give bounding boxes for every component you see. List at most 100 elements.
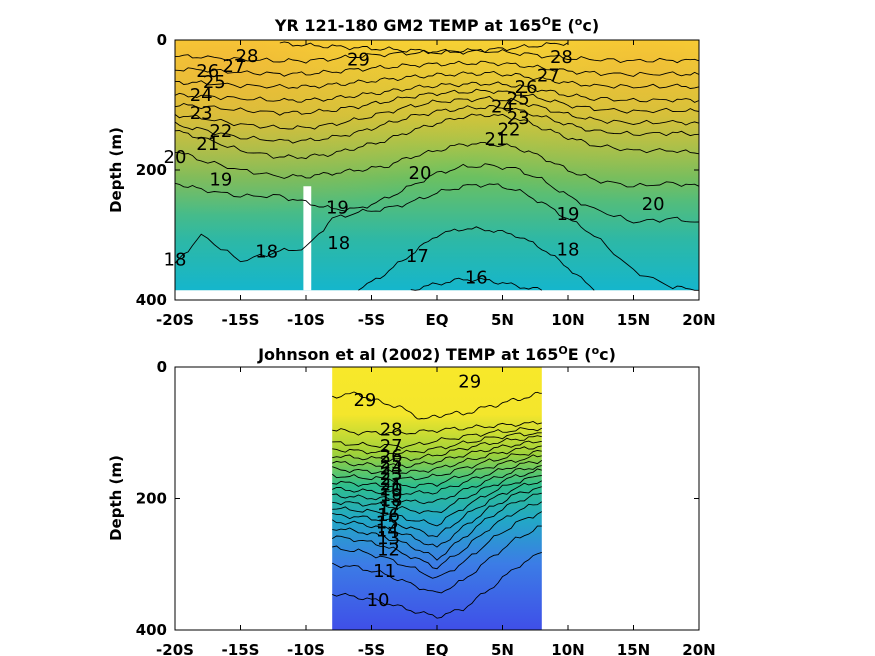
contour-line-26 [174, 71, 700, 89]
contour-line-23 [332, 445, 542, 475]
contour-label-15: 15 [376, 512, 399, 533]
x-tick-label: -5S [358, 641, 385, 656]
contour-line-21 [174, 113, 700, 160]
contour-label-21: 21 [380, 474, 403, 495]
contour-label-26: 26 [196, 61, 219, 82]
contour-line-18 [332, 468, 542, 515]
contour-label-23: 23 [380, 464, 403, 485]
panel-bottom-contour-labels: 2929282726252423222120191817161514131211… [353, 372, 481, 611]
contour-line-17 [358, 226, 595, 291]
panel-top-ylabel: Depth (m) [107, 127, 125, 213]
contour-line-19 [332, 465, 542, 505]
contour-line-25 [174, 81, 700, 103]
panel-bottom-axes: -20S -15S -10S -5S EQ 5N 10N 15N 20N 0 200 400 [136, 358, 716, 656]
contour-line-24 [332, 440, 542, 469]
missing-data-gap [303, 186, 312, 291]
contour-line-28 [174, 48, 700, 64]
contour-label-20: 20 [409, 163, 432, 184]
contour-label-25: 25 [380, 453, 403, 474]
contour-label-18: 18 [557, 240, 580, 261]
contour-label-16: 16 [465, 267, 488, 288]
contour-label-20: 20 [380, 480, 403, 501]
x-tick-label: -10S [287, 641, 325, 656]
x-tick-label: -15S [222, 311, 260, 329]
contour-line-10 [332, 551, 542, 619]
contour-label-28: 28 [236, 46, 259, 67]
x-tick-label: -20S [156, 641, 194, 656]
contour-label-26: 26 [380, 446, 403, 467]
contour-label-24: 24 [491, 97, 514, 118]
contour-line-24 [174, 88, 700, 116]
contour-label-22: 22 [380, 469, 403, 490]
contour-line-14 [332, 492, 542, 561]
contour-line-17 [332, 475, 542, 527]
contour-label-13: 13 [377, 528, 400, 549]
contour-label-17: 17 [406, 246, 429, 267]
contour-line-21 [332, 454, 542, 489]
y-tick-label: 400 [136, 621, 167, 639]
x-tick-label: 10N [551, 311, 584, 329]
x-tick-label: -15S [222, 641, 260, 656]
y-tick-label: 400 [136, 291, 167, 309]
contour-line-29 [279, 41, 569, 55]
contour-line-11 [331, 525, 542, 594]
x-tick-label: 5N [491, 641, 514, 656]
contour-line-20 [332, 460, 543, 496]
contour-line-16 [410, 277, 543, 291]
contour-line-28 [332, 421, 542, 436]
contour-label-19: 19 [326, 197, 349, 218]
contour-label-14: 14 [376, 520, 399, 541]
x-tick-label: EQ [426, 641, 449, 656]
contour-label-18: 18 [327, 233, 350, 254]
warm-region-north [175, 40, 699, 291]
panel-bottom-contour-lines [331, 391, 543, 619]
contour-line-18 [174, 183, 699, 291]
x-tick-label: -5S [358, 311, 385, 329]
contour-line-27 [332, 427, 543, 449]
contour-line-13 [331, 501, 543, 570]
contour-label-10: 10 [367, 590, 390, 611]
y-tick-label: 200 [136, 161, 167, 179]
contour-label-23: 23 [507, 108, 530, 129]
contour-line-15 [331, 486, 542, 548]
contour-label-25: 25 [203, 72, 226, 93]
panel-top-title: YR 121-180 GM2 TEMP at 165OE (oc) [274, 15, 599, 35]
contour-label-19: 19 [380, 485, 403, 506]
contour-label-17: 17 [378, 498, 401, 519]
x-tick-label: 20N [682, 641, 715, 656]
contour-line-26 [332, 432, 542, 455]
contour-label-16: 16 [377, 505, 400, 526]
contour-label-29: 29 [353, 390, 376, 411]
contour-line-22 [331, 450, 542, 482]
contour-line-12 [332, 511, 543, 579]
contour-label-21: 21 [484, 129, 507, 150]
x-tick-label: 10N [551, 641, 584, 656]
contour-line-23 [174, 95, 700, 130]
panel-bottom-ylabel: Depth (m) [107, 455, 125, 541]
panel-top-contour-lines [174, 41, 700, 291]
contour-label-21: 21 [196, 134, 219, 155]
y-tick-label: 0 [157, 31, 167, 49]
panel-bottom-title: Johnson et al (2002) TEMP at 165OE (oc) [257, 344, 616, 364]
contour-label-23: 23 [190, 103, 213, 124]
contour-line-25 [332, 435, 542, 462]
x-tick-label: -20S [156, 311, 194, 329]
contour-label-18: 18 [255, 241, 278, 262]
contour-label-24: 24 [380, 459, 403, 480]
contour-label-27: 27 [380, 436, 403, 457]
contour-line-19 [174, 163, 700, 224]
contour-label-26: 26 [515, 77, 538, 98]
y-tick-label: 200 [136, 490, 167, 508]
contour-label-29: 29 [458, 372, 481, 393]
contour-line-27 [174, 60, 700, 77]
y-tick-label: 0 [157, 358, 167, 376]
x-tick-label: 15N [617, 641, 650, 656]
contour-line-20 [174, 141, 700, 188]
contour-line-16 [332, 480, 543, 538]
x-tick-label: -10S [287, 311, 325, 329]
x-tick-label: 5N [491, 311, 514, 329]
x-tick-label: 20N [682, 311, 715, 329]
contour-label-27: 27 [222, 56, 245, 77]
